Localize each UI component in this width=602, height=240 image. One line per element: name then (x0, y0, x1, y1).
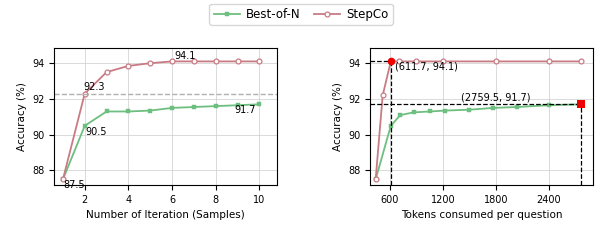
Text: 92.3: 92.3 (84, 82, 105, 92)
Y-axis label: Accuracy (%): Accuracy (%) (333, 82, 343, 151)
X-axis label: Tokens consumed per question: Tokens consumed per question (401, 210, 562, 220)
Y-axis label: Accuracy (%): Accuracy (%) (16, 82, 26, 151)
Text: (2759.5, 91.7): (2759.5, 91.7) (461, 93, 531, 103)
X-axis label: Number of Iteration (Samples): Number of Iteration (Samples) (86, 210, 245, 220)
Text: 94.1: 94.1 (174, 51, 196, 61)
Text: (611.7, 94.1): (611.7, 94.1) (395, 62, 458, 72)
Text: 91.7: 91.7 (235, 105, 256, 115)
Legend: Best-of-N, StepCo: Best-of-N, StepCo (209, 4, 393, 25)
Text: 90.5: 90.5 (86, 127, 107, 137)
Text: 87.5: 87.5 (63, 180, 84, 190)
